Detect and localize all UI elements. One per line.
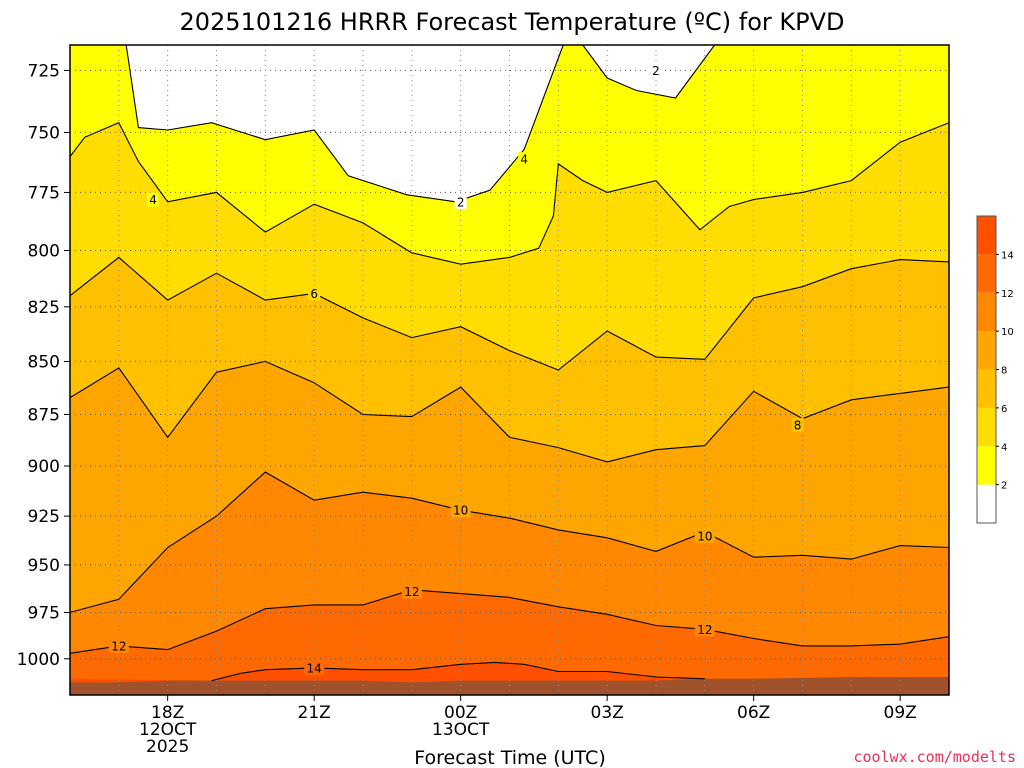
isotherm-label-10-1: 10 bbox=[697, 529, 712, 543]
isotherm-label-bg bbox=[694, 528, 715, 543]
band-fill-2 bbox=[126, 45, 715, 202]
isotherm-label-8-0: 8 bbox=[794, 418, 802, 432]
y-tick-label-900: 900 bbox=[28, 457, 60, 477]
y-axis: 725 750 775 800 825 850 875 900 925 950 975 1000 bbox=[17, 61, 70, 670]
colorbar-tick-8: 8 bbox=[1001, 366, 1007, 377]
x-tick-label-30-0: 06Z bbox=[737, 703, 770, 723]
x-tick-label-18-1: 12OCT bbox=[139, 720, 197, 740]
colorbar-swatch-7 bbox=[977, 216, 996, 255]
isotherm-label-14-0: 14 bbox=[307, 661, 322, 675]
temperature-bands bbox=[70, 45, 949, 695]
colorbar-swatch-4 bbox=[977, 331, 996, 370]
isotherm-label-bg bbox=[791, 417, 804, 432]
isotherm-label-2-0: 2 bbox=[457, 195, 465, 209]
chart-title: 2025101216 HRRR Forecast Temperature (ºC… bbox=[179, 8, 844, 36]
isotherm-label-bg bbox=[108, 638, 129, 653]
isotherm-label-bg bbox=[518, 152, 531, 167]
x-tick-label-21-0: 21Z bbox=[298, 703, 331, 723]
isotherm-label-4-0: 4 bbox=[149, 193, 157, 207]
y-tick-label-875: 875 bbox=[28, 405, 60, 425]
colorbar-swatch-2 bbox=[977, 407, 996, 447]
isotherm-labels: 2 2 4 4 6 8 10 10 12 12 12 14 bbox=[108, 63, 804, 675]
isotherm-14 bbox=[211, 661, 705, 682]
isotherm-label-bg bbox=[147, 192, 160, 207]
x-tick-label-33-0: 09Z bbox=[884, 703, 917, 723]
isotherm-4 bbox=[70, 121, 949, 265]
isotherm-label-12-1: 12 bbox=[404, 585, 419, 599]
isotherm-label-4-1: 4 bbox=[520, 153, 528, 167]
plot-area: 2 2 4 4 6 8 10 10 12 12 12 14 bbox=[69, 44, 950, 696]
colorbar-tick-6: 6 bbox=[1001, 404, 1007, 415]
isotherm-label-bg bbox=[308, 286, 321, 301]
y-tick-label-725: 725 bbox=[28, 61, 60, 81]
isotherm-10 bbox=[70, 471, 949, 613]
colorbar-swatch-1 bbox=[977, 446, 996, 485]
y-tick-label-750: 750 bbox=[28, 123, 60, 143]
x-tick-label-24-1: 13OCT bbox=[432, 720, 490, 740]
y-tick-label-850: 850 bbox=[28, 352, 60, 372]
y-tick-label-800: 800 bbox=[28, 242, 60, 262]
plot-frame bbox=[69, 44, 950, 696]
isotherm-12 bbox=[70, 589, 949, 654]
isotherm-6 bbox=[70, 256, 949, 371]
credit-text: coolwx.com/modelts bbox=[853, 748, 1016, 766]
x-tick-label-27-0: 03Z bbox=[591, 703, 624, 723]
colorbar-swatch-0 bbox=[977, 484, 996, 523]
x-tick-label-18-2: 2025 bbox=[146, 737, 189, 757]
isotherm-label-6-0: 6 bbox=[310, 287, 318, 301]
isotherm-label-bg bbox=[401, 584, 422, 599]
colorbar-swatch-3 bbox=[977, 369, 996, 408]
x-tick-label-18-0: 18Z bbox=[151, 703, 184, 723]
isotherm-label-bg bbox=[450, 503, 471, 518]
x-tick-label-24-0: 00Z bbox=[444, 703, 477, 723]
colorbar-tick-10: 10 bbox=[1001, 327, 1014, 338]
colorbar-tick-12: 12 bbox=[1001, 289, 1014, 300]
colorbar: 2 4 6 8 10 12 14 bbox=[976, 215, 1014, 524]
isotherm-label-10-0: 10 bbox=[453, 504, 468, 518]
y-tick-label-925: 925 bbox=[28, 507, 60, 527]
isotherm-label-bg bbox=[304, 660, 325, 675]
isotherm-label-bg bbox=[454, 194, 467, 209]
x-axis-label: Forecast Time (UTC) bbox=[414, 747, 605, 768]
isotherm-label-12-2: 12 bbox=[697, 623, 712, 637]
isotherm-label-bg bbox=[650, 63, 662, 78]
colorbar-tick-2: 2 bbox=[1001, 481, 1007, 492]
y-tick-label-1000: 1000 bbox=[17, 650, 60, 670]
y-tick-label-775: 775 bbox=[28, 183, 60, 203]
colorbar-tick-14: 14 bbox=[1001, 250, 1014, 261]
colorbar-swatch-6 bbox=[977, 254, 996, 293]
y-tick-label-825: 825 bbox=[28, 298, 60, 318]
colorbar-tick-4: 4 bbox=[1001, 442, 1007, 453]
isotherm-label-bg bbox=[694, 622, 715, 637]
y-tick-label-950: 950 bbox=[28, 556, 60, 576]
isotherm-label-2-1: 2 bbox=[652, 64, 660, 78]
y-tick-label-975: 975 bbox=[28, 603, 60, 623]
colorbar-swatch-5 bbox=[977, 292, 996, 332]
isotherm-label-12-0: 12 bbox=[111, 639, 126, 653]
